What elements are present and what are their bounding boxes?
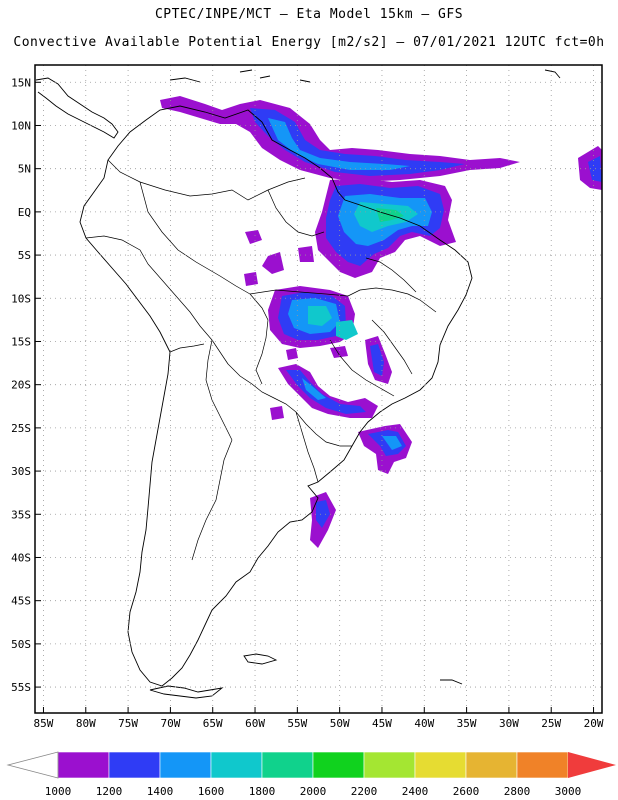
colorbar-under-arrow: [6, 751, 59, 779]
coastlines: [35, 69, 561, 699]
longitude-label: 55W: [287, 717, 307, 730]
colorbar-label: 2800: [504, 785, 531, 798]
cape-area-central-brazil-east: [336, 320, 358, 340]
colorbar-swatch: [108, 751, 161, 779]
colorbar-swatch: [414, 751, 467, 779]
colorbar-swatch: [312, 751, 365, 779]
map-title-line1: CPTEC/INPE/MCT – Eta Model 15km – GFS: [154, 7, 464, 22]
latitude-label: 30S: [11, 465, 31, 478]
colorbar-swatch: [516, 751, 569, 779]
cape-area-pantanal-blue: [286, 370, 366, 414]
latitude-labels: 15N 10N 5N EQ 5S 10S 15S 20S 25S 30S 35S 40S 45S 50S 5…: [11, 76, 31, 694]
cape-cell-amazon-4: [298, 246, 314, 262]
colorbar-swatch: [465, 751, 518, 779]
coastline-south-america: [79, 105, 473, 687]
colorbar-swatch: [57, 751, 110, 779]
colorbar: 1000 1200 1400 1600 1800 2000 2200 2400 2600 2800…: [6, 751, 616, 798]
colorbar-label: 1600: [198, 785, 225, 798]
longitude-label: 60W: [245, 717, 265, 730]
longitude-label: 30W: [499, 717, 519, 730]
cape-area-minas-blue: [370, 344, 384, 376]
colorbar-swatch: [210, 751, 263, 779]
latitude-label: 10S: [11, 292, 31, 305]
colorbar-label: 1200: [96, 785, 123, 798]
latitude-label: 25S: [11, 422, 31, 435]
longitude-label: 85W: [34, 717, 54, 730]
longitude-label: 65W: [203, 717, 223, 730]
coastline-caribbean-islands: [169, 69, 561, 83]
longitude-label: 50W: [330, 717, 350, 730]
cape-cell-pantanal-1: [270, 406, 284, 420]
latitude-gridlines: [35, 81, 602, 688]
longitude-label: 25W: [541, 717, 561, 730]
colorbar-label: 2000: [300, 785, 327, 798]
latitude-label: 15N: [11, 76, 31, 89]
latitude-label: 40S: [11, 551, 31, 564]
latitude-label: 5S: [18, 249, 31, 262]
longitude-label: 70W: [160, 717, 180, 730]
cape-area-pantanal-cyan: [302, 378, 326, 400]
longitude-label: 20W: [584, 717, 604, 730]
latitude-label: 15S: [11, 335, 31, 348]
cape-area-rio-de-la-plata-blue: [316, 500, 330, 528]
map-panel: 15N 10N 5N EQ 5S 10S 15S 20S 25S 30S 35S 40S 45S 50S 5…: [11, 64, 604, 730]
colorbar-labels: 1000 1200 1400 1600 1800 2000 2200 2400 2600 2800…: [45, 785, 582, 798]
longitude-label: 40W: [414, 717, 434, 730]
latitude-label: 55S: [11, 681, 31, 694]
cape-area-central-brazil-teal: [308, 306, 332, 326]
coastline-tierra-del-fuego: [149, 685, 224, 699]
latitude-label: 5N: [18, 163, 31, 176]
colorbar-swatch: [261, 751, 314, 779]
cape-cell-amazon-2: [262, 252, 284, 274]
latitude-label: 50S: [11, 638, 31, 651]
latitude-label: 35S: [11, 508, 31, 521]
longitude-label: 35W: [457, 717, 477, 730]
cape-cell-amazon-3: [244, 272, 258, 286]
colorbar-label: 2400: [402, 785, 429, 798]
latitude-label: 10N: [11, 119, 31, 132]
border-lines: [85, 159, 437, 561]
latitude-label: 20S: [11, 379, 31, 392]
cape-area-caribbean-blue: [250, 108, 465, 176]
longitude-labels: 85W 80W 75W 70W 65W 60W 55W 50W 45W 40W 35W 30W 25W 2…: [34, 717, 604, 730]
colorbar-swatch: [363, 751, 416, 779]
longitude-label: 80W: [76, 717, 96, 730]
cape-cell-central-2: [330, 346, 348, 358]
map-frame: [34, 64, 603, 714]
cape-area-south-atlantic-cyan: [382, 436, 402, 450]
colorbar-label: 2600: [453, 785, 480, 798]
longitude-gridlines: [42, 65, 595, 713]
latitude-label: EQ: [18, 206, 31, 219]
cape-cell-central-1: [286, 348, 298, 360]
longitude-label: 45W: [372, 717, 392, 730]
cape-area-caribbean: [160, 96, 520, 182]
colorbar-label: 3000: [555, 785, 582, 798]
cape-field: [160, 96, 602, 548]
colorbar-label: 1400: [147, 785, 174, 798]
cape-cell-amazon-1: [245, 230, 262, 244]
colorbar-swatches: [57, 751, 569, 779]
map-title-line2: Convective Available Potential Energy [m…: [13, 35, 605, 50]
colorbar-over-arrow: [568, 752, 616, 778]
colorbar-label: 1800: [249, 785, 276, 798]
coastline-central-america: [35, 77, 119, 139]
colorbar-swatch: [159, 751, 212, 779]
coastline-falklands: [243, 653, 463, 685]
colorbar-label: 1000: [45, 785, 72, 798]
colorbar-label: 2200: [351, 785, 378, 798]
latitude-label: 45S: [11, 595, 31, 608]
longitude-label: 75W: [118, 717, 138, 730]
